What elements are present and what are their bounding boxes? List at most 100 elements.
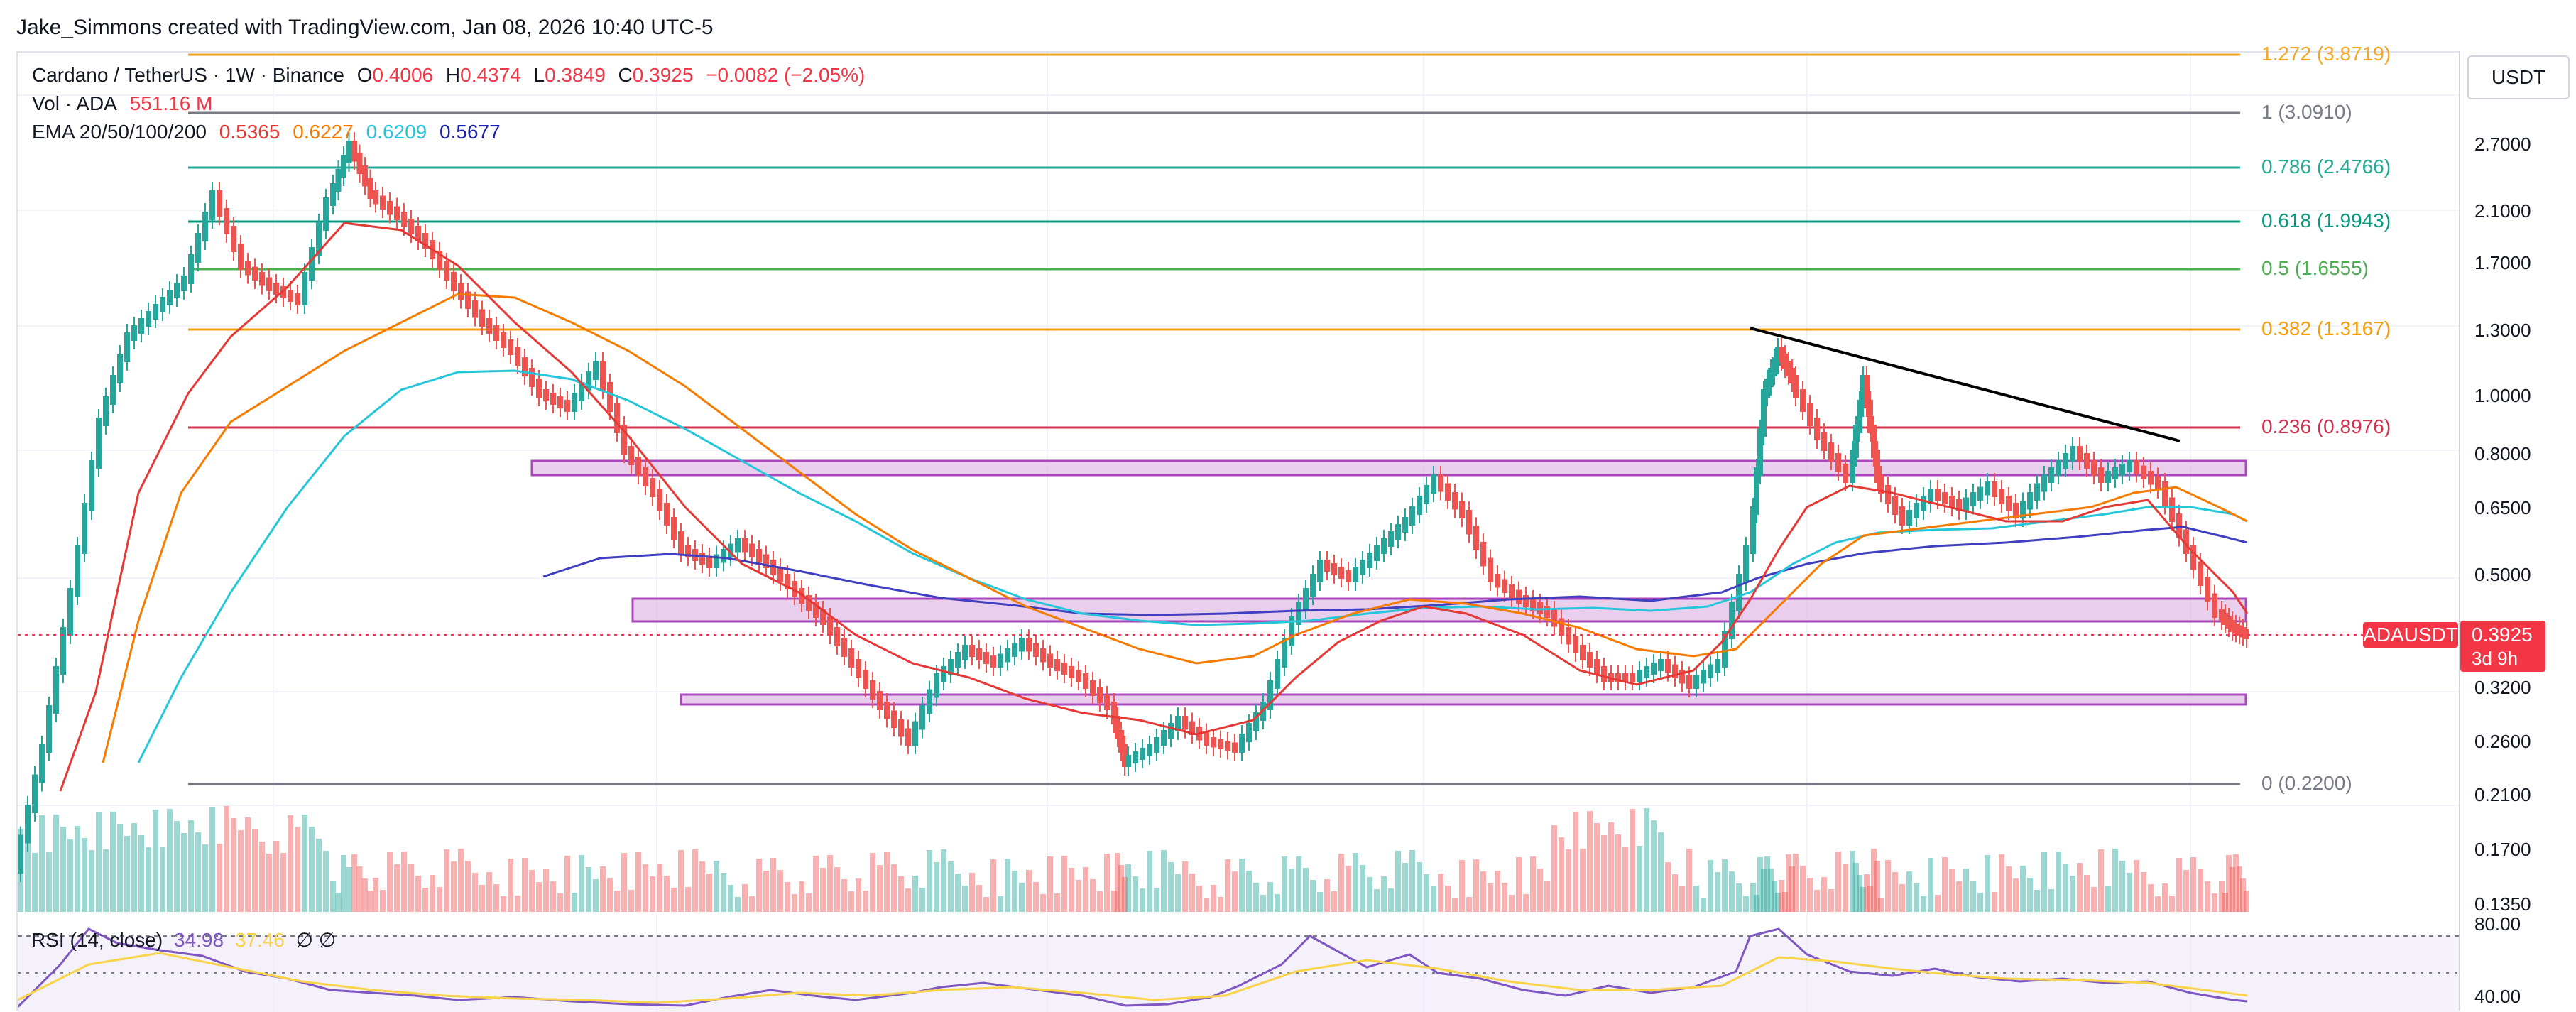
symbol-name[interactable]: Cardano / TetherUS · 1W · Binance — [32, 64, 344, 86]
chart-pane[interactable]: Cardano / TetherUS · 1W · Binance O0.400… — [16, 43, 2460, 1012]
candle-body — [401, 212, 407, 227]
candle-body — [1133, 751, 1138, 763]
candle-body — [1885, 485, 1891, 504]
fib-label-0: 0 (0.2200) — [2261, 772, 2352, 794]
volume-bar — [160, 847, 165, 912]
candle-body — [1289, 616, 1294, 646]
rsi-ma-line — [18, 952, 2248, 1004]
candle-body — [351, 141, 357, 162]
price-chart[interactable] — [18, 53, 2460, 1012]
candle-body — [335, 169, 342, 192]
volume-bar — [2034, 890, 2040, 912]
volume-bar — [110, 812, 116, 912]
candle-body — [856, 659, 861, 678]
volume-bar — [1750, 883, 1756, 912]
candle-body — [905, 728, 911, 746]
candle-body — [2226, 616, 2232, 629]
volume-bar — [657, 864, 662, 912]
candle-body — [380, 195, 386, 210]
candle-body — [799, 588, 804, 604]
volume-bar — [217, 844, 222, 912]
volume-label[interactable]: Vol · ADA — [32, 92, 117, 114]
candle-body — [1874, 450, 1880, 483]
candle-body — [1754, 467, 1759, 515]
candle-body — [1892, 496, 1898, 515]
candles — [18, 132, 2249, 882]
ticker-price-label: ADAUSDT — [2363, 622, 2458, 648]
candle-body — [785, 574, 790, 589]
rsi-label[interactable]: RSI (14, close) — [31, 929, 163, 951]
volume-bar — [1232, 871, 1238, 912]
candle-body — [231, 226, 236, 252]
volume-bar — [863, 891, 868, 912]
volume-bar — [841, 879, 847, 912]
volume-bar — [2070, 876, 2075, 912]
price-axis[interactable]: 2.7000 2.1000 1.7000 1.3000 1.0000 0.800… — [2459, 51, 2576, 1011]
candle-body — [1878, 474, 1884, 494]
candle-body — [1061, 663, 1067, 675]
volume-bar — [1196, 886, 1202, 912]
volume-bar — [1189, 874, 1195, 912]
candle-body — [1324, 560, 1330, 572]
volume-bar — [1431, 886, 1436, 912]
volume-bar — [635, 852, 641, 912]
volume-bar — [245, 817, 251, 912]
candle-body — [912, 721, 918, 746]
candle-body — [39, 744, 45, 783]
candle-body — [678, 531, 684, 554]
candle-body — [1615, 673, 1621, 682]
candle-body — [877, 691, 883, 710]
volume-bar — [1708, 860, 1713, 912]
candle-body — [124, 332, 130, 362]
candle-body — [2134, 460, 2139, 474]
currency-unit-button[interactable]: USDT — [2467, 55, 2570, 99]
candle-body — [245, 261, 251, 276]
candle-body — [643, 467, 648, 486]
volume-bar — [891, 864, 897, 912]
volume-bar — [39, 815, 45, 912]
candle-body — [46, 705, 52, 753]
symbol-legend: Cardano / TetherUS · 1W · Binance O0.400… — [32, 64, 872, 87]
candle-body — [564, 400, 570, 412]
volume-bar — [1860, 887, 1866, 912]
volume-bar — [1353, 853, 1358, 912]
volume-bar — [1466, 897, 1472, 912]
volume-bar — [67, 839, 73, 912]
volume-bar — [735, 897, 741, 912]
rsi-pane — [18, 927, 2460, 1012]
candle-body — [870, 680, 875, 700]
candle-body — [437, 251, 442, 270]
volume-bar — [1754, 895, 1759, 912]
candle-body — [1331, 563, 1337, 575]
volume-bar — [501, 896, 506, 912]
volume-bar — [1672, 874, 1678, 912]
volume-bar — [1367, 877, 1372, 912]
volume-bar — [1942, 857, 1948, 912]
volume-bar — [1047, 856, 1053, 912]
volume-bar — [1559, 837, 1564, 912]
volume-bar — [1537, 869, 1543, 912]
candle-body — [1317, 560, 1323, 582]
volume-bar — [1743, 896, 1749, 912]
volume-bar — [1402, 863, 1408, 912]
candle-body — [919, 705, 925, 730]
candle-body — [557, 396, 563, 408]
volume-bar — [401, 852, 407, 912]
axis-tick: 1.3000 — [2474, 320, 2531, 341]
volume-bar — [2226, 855, 2232, 912]
volume-bar — [2105, 886, 2111, 912]
candle-body — [1275, 659, 1280, 689]
candle-body — [1949, 496, 1955, 508]
volume-bar — [195, 832, 201, 912]
candle-body — [479, 309, 485, 327]
ema-label[interactable]: EMA 20/50/100/200 — [32, 121, 207, 143]
candle-body — [486, 318, 492, 334]
candle-body — [508, 339, 513, 355]
candle-body — [167, 290, 173, 305]
volume-bar — [2006, 866, 2012, 912]
volume-legend: Vol · ADA 551.16 M — [32, 92, 219, 115]
volume-bar — [557, 893, 563, 912]
volume-bar — [2127, 873, 2132, 912]
candle-body — [32, 774, 38, 813]
volume-bar — [2098, 849, 2104, 912]
